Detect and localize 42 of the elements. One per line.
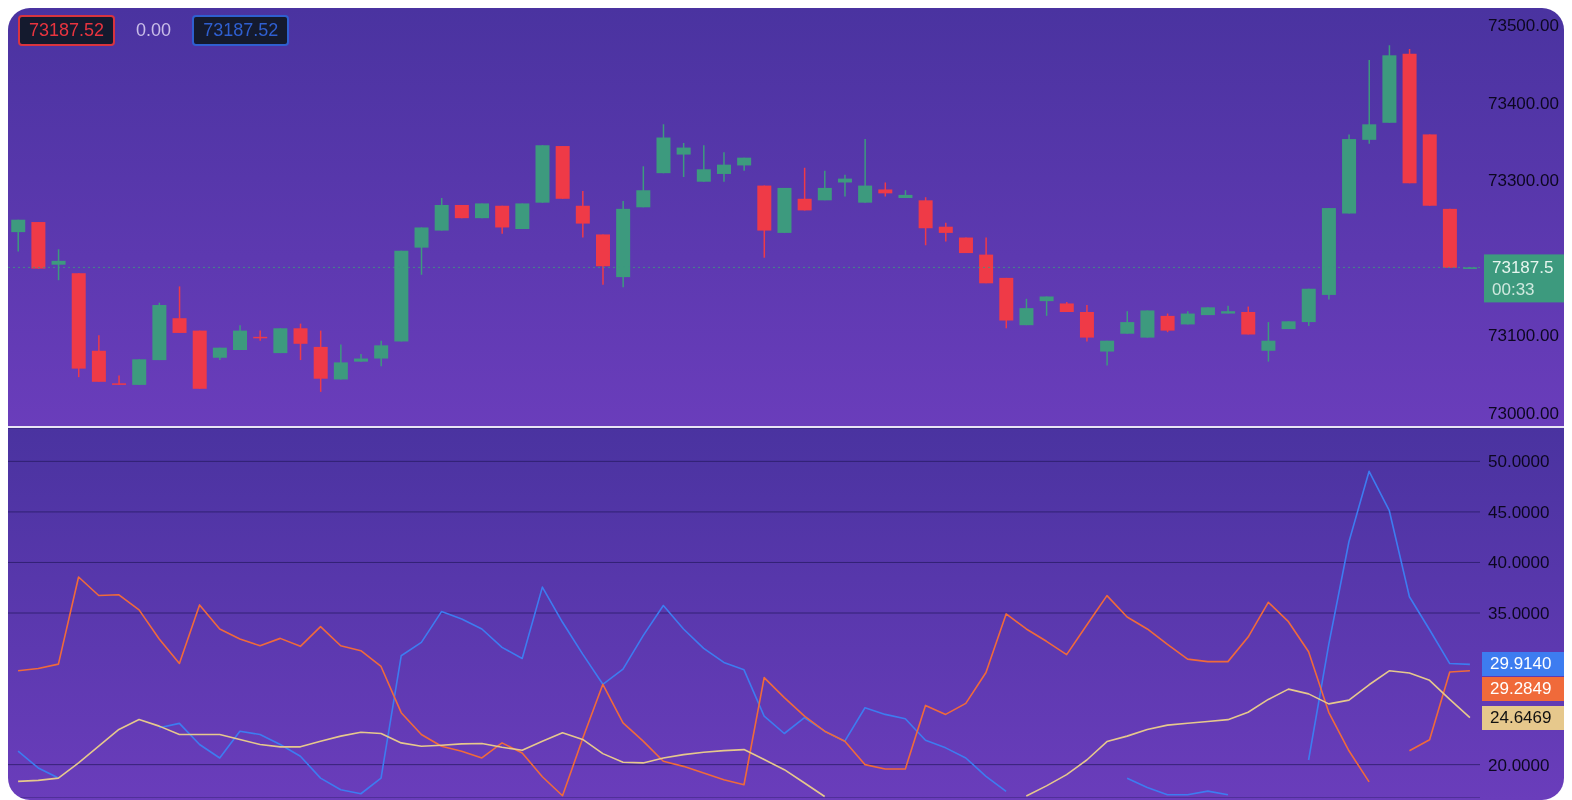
data-label: 29.9140: [1482, 652, 1566, 677]
y-tick-label: 73100.00: [1488, 326, 1559, 346]
candlestick: [1019, 298, 1034, 326]
candlestick: [938, 222, 953, 243]
y-tick-label: 35.0000: [1488, 604, 1550, 624]
data-label: 24.6469: [1482, 705, 1566, 730]
candlestick: [716, 151, 731, 183]
y-tick-label: 50.0000: [1488, 452, 1550, 472]
candlestick: [817, 170, 832, 202]
candlestick: [1100, 339, 1115, 367]
candlestick: [676, 142, 691, 178]
candlestick: [233, 324, 248, 351]
ref-line-label: 73187.5 00:33: [1492, 258, 1554, 300]
candlestick: [636, 165, 651, 209]
candlestick: [797, 167, 812, 212]
annotation: 73187.52: [18, 15, 116, 46]
y-tick-label: 40.0000: [1488, 553, 1550, 573]
candlestick: [1261, 321, 1276, 363]
annotation: 73187.52: [192, 15, 290, 46]
annotation: 0.00: [135, 19, 173, 42]
candlestick: [172, 285, 187, 334]
y-tick-label: 73300.00: [1488, 171, 1559, 191]
candlestick: [333, 343, 348, 381]
y-tick-label: 45.0000: [1488, 502, 1550, 522]
candlestick: [495, 205, 510, 235]
candlestick: [1120, 310, 1135, 335]
candlestick: [11, 218, 26, 253]
candlestick: [858, 138, 873, 204]
y-tick-label: 73400.00: [1488, 93, 1559, 113]
candlestick: [696, 144, 711, 183]
candlestick: [1039, 295, 1054, 317]
candlestick: [293, 322, 308, 361]
candlestick: [1160, 312, 1175, 333]
y-tick-label: 20.0000: [1488, 755, 1550, 775]
data-label: 29.2849: [1482, 677, 1566, 702]
candlestick: [112, 374, 127, 386]
candlestick: [374, 339, 389, 368]
candlestick: [1241, 305, 1256, 336]
y-tick-label: 73500.00: [1488, 16, 1559, 36]
candlestick: [575, 190, 590, 239]
candlestick: [1362, 59, 1377, 145]
y-tick-label: 73000.00: [1488, 403, 1559, 423]
